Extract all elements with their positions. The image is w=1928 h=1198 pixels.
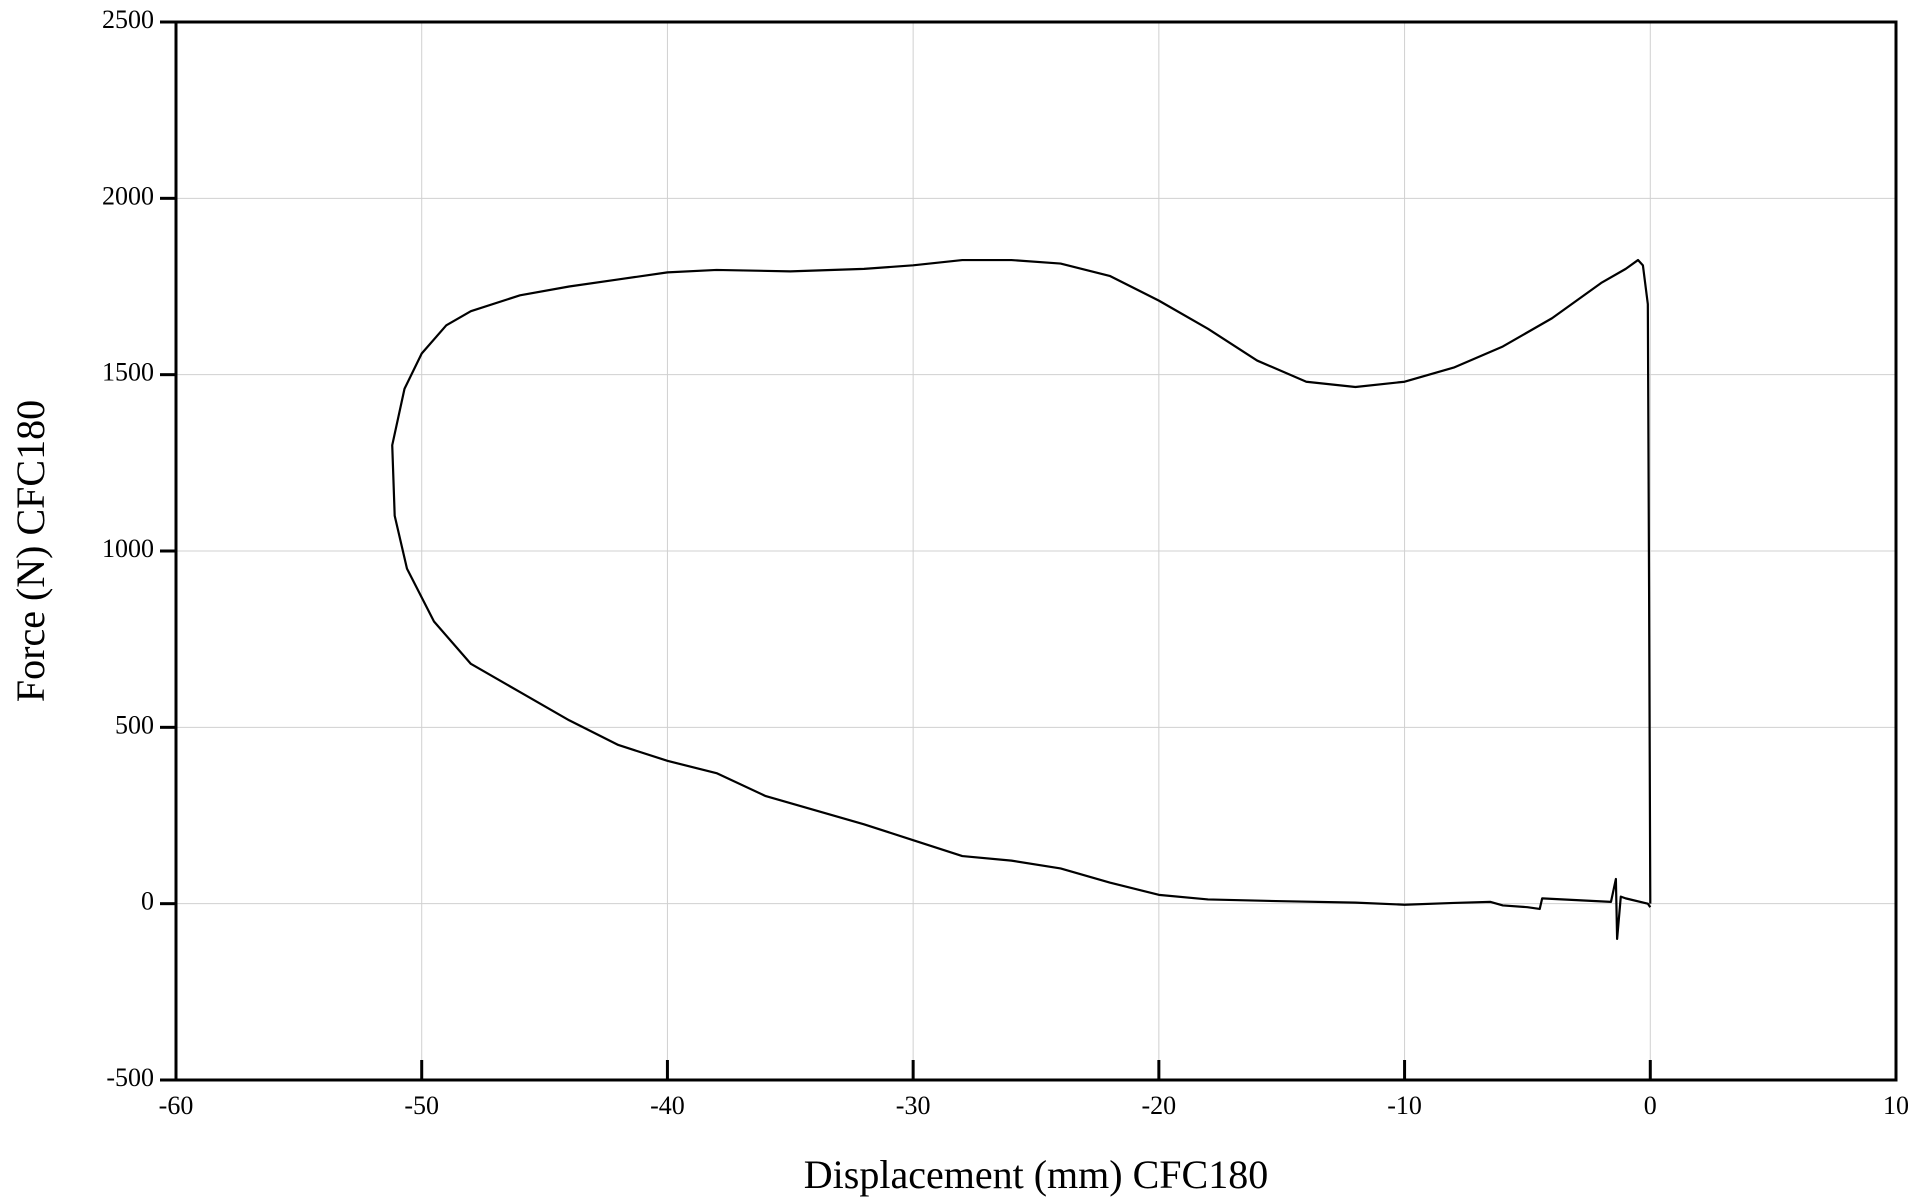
y-tick-label: 2500	[102, 5, 154, 34]
x-axis-label: Displacement (mm) CFC180	[804, 1152, 1268, 1197]
y-tick-label: 1000	[102, 534, 154, 563]
x-tick-label: 10	[1883, 1091, 1909, 1120]
x-tick-label: -10	[1387, 1091, 1422, 1120]
x-tick-label: -50	[404, 1091, 439, 1120]
y-tick-label: -500	[106, 1063, 154, 1092]
plot-frame	[174, 20, 1898, 1082]
y-tick-label: 1500	[102, 358, 154, 387]
x-tick-label: -20	[1142, 1091, 1177, 1120]
data-line	[391, 258, 1652, 941]
y-axis-label: Force (N) CFC180	[8, 400, 53, 702]
x-tick-label: -40	[650, 1091, 685, 1120]
y-tick-label: 0	[141, 887, 154, 916]
x-tick-label: 0	[1644, 1091, 1657, 1120]
x-tick-label: -30	[896, 1091, 931, 1120]
x-tick-label: -60	[159, 1091, 194, 1120]
y-tick-label: 2000	[102, 181, 154, 210]
y-tick-label: 500	[115, 710, 154, 739]
